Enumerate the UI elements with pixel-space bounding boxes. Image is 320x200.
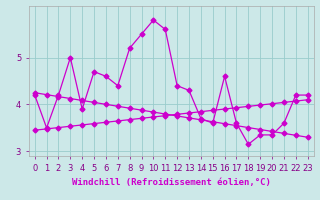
- X-axis label: Windchill (Refroidissement éolien,°C): Windchill (Refroidissement éolien,°C): [72, 178, 271, 187]
